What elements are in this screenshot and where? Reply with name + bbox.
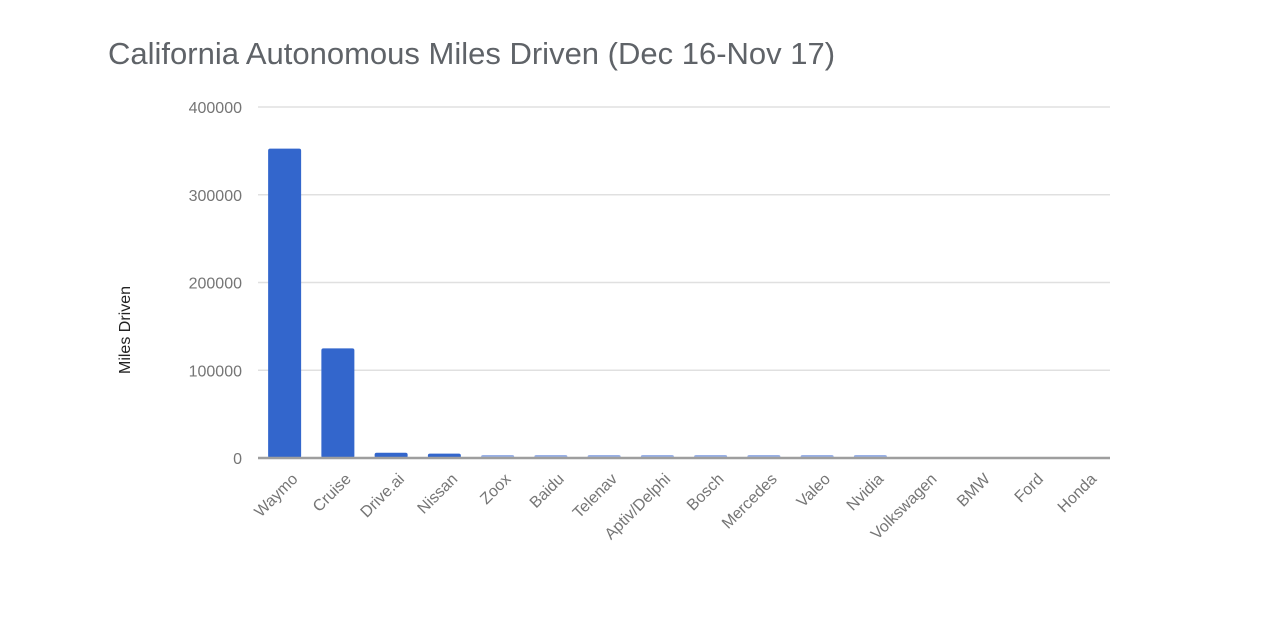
x-tick-label: Valeo (794, 471, 834, 511)
x-tick-label: Drive.ai (358, 471, 408, 521)
x-tick-label: Ford (1012, 471, 1047, 506)
chart-title: California Autonomous Miles Driven (Dec … (108, 36, 835, 71)
x-tick-label: Zoox (477, 471, 514, 508)
x-tick-label: Bosch (684, 471, 727, 514)
x-tick-label: Honda (1055, 471, 1100, 516)
gridlines (258, 106, 1110, 371)
x-tick-label: Mercedes (719, 471, 781, 533)
bar-waymo (268, 148, 302, 458)
x-tick-label: Waymo (252, 471, 302, 521)
x-tick-label: Nvidia (844, 471, 888, 515)
x-tick-label: Baidu (527, 471, 568, 512)
bar-cruise (321, 348, 355, 458)
x-tick-label: BMW (954, 470, 994, 510)
bar-drive-ai (374, 452, 408, 458)
y-tick-label: 0 (233, 451, 242, 468)
bars (268, 148, 887, 458)
x-axis-ticks: Waymo Cruise Drive.ai Nissan Zoox Baidu Telena… (252, 470, 1101, 543)
x-tick-label: Nissan (415, 471, 462, 518)
x-tick-label: Cruise (310, 471, 355, 516)
y-tick-label: 200000 (189, 276, 242, 293)
y-tick-label: 300000 (189, 188, 242, 205)
y-tick-label: 100000 (189, 363, 242, 380)
y-axis-ticks: 0 100000 200000 300000 400000 (189, 100, 242, 468)
x-tick-label: Telenav (570, 471, 621, 522)
y-axis-label: Miles Driven (117, 286, 134, 374)
y-tick-label: 400000 (189, 100, 242, 117)
